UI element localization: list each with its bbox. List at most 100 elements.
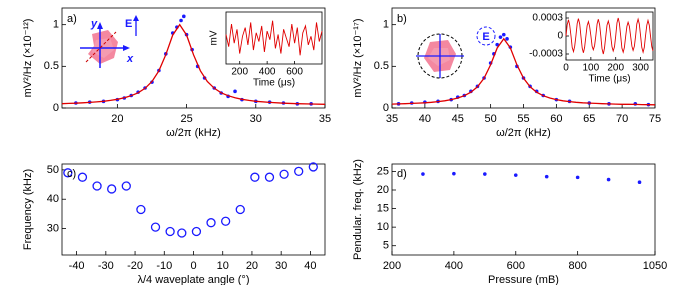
data-point — [505, 37, 509, 41]
y-tick-label: 0 — [557, 31, 563, 42]
open-marker — [121, 181, 131, 191]
y-tick-label: 0.0003 — [532, 13, 563, 24]
x-tick-label: -30 — [98, 260, 114, 272]
x-tick-label: 10 — [217, 260, 229, 272]
diagram-label: x — [126, 53, 134, 65]
open-marker — [279, 169, 289, 179]
x-tick-label: 200 — [383, 260, 401, 272]
data-point — [637, 180, 642, 184]
y-axis-label: Frequency (kHz) — [22, 169, 34, 250]
x-axis-label: ω/2π (kHz) — [496, 127, 551, 139]
x-tick-label: 75 — [649, 113, 661, 125]
data-point — [179, 18, 183, 23]
x-tick-label: 70 — [616, 113, 628, 125]
data-point — [513, 173, 518, 177]
open-marker — [294, 166, 304, 176]
x-tick-label: 200 — [231, 67, 248, 78]
y-tick-label: 30 — [47, 222, 59, 234]
data-point — [544, 174, 549, 179]
open-marker — [165, 226, 175, 237]
x-tick-label: 0 — [190, 260, 196, 272]
y-tick-label: -0.0003 — [529, 49, 563, 60]
y-tick-label: 0.5 — [44, 60, 59, 72]
x-tick-label: 400 — [445, 260, 463, 272]
x-tick-label: 25 — [180, 113, 192, 125]
fit-line — [225, 20, 323, 56]
x-tick-label: 30 — [275, 260, 287, 272]
diagram-b: E — [416, 26, 496, 79]
panel-label: a) — [67, 13, 77, 25]
y-tick-label: 40 — [47, 193, 59, 205]
fit-line — [391, 37, 656, 106]
x-tick-label: 65 — [583, 113, 595, 125]
x-tick-label: -40 — [69, 260, 85, 272]
x-axis-label: ω/2π (kHz) — [166, 127, 221, 139]
x-tick-label: 35 — [319, 113, 331, 125]
y-tick-label: 0 — [383, 102, 389, 114]
data-point — [575, 175, 580, 180]
open-marker — [206, 218, 216, 228]
open-marker — [308, 162, 318, 172]
x-tick-label: 30 — [250, 113, 262, 125]
x-tick-label: 50 — [485, 113, 497, 125]
x-tick-label: 20 — [246, 260, 258, 272]
panel-label: d) — [397, 168, 407, 180]
data-point — [233, 89, 237, 94]
y-tick-label: 1 — [383, 19, 389, 31]
diagram-a: y x E — [80, 15, 139, 68]
x-tick-label: 55 — [517, 113, 529, 125]
x-tick-label: 40 — [419, 113, 431, 125]
y-tick-label: 0.5 — [374, 60, 389, 72]
open-marker — [107, 184, 117, 194]
open-marker — [177, 228, 187, 238]
data-point — [483, 172, 487, 176]
data-point — [606, 177, 611, 182]
x-tick-label: 800 — [568, 260, 586, 272]
x-tick-label: 60 — [550, 113, 562, 125]
y-tick-label: 0 — [53, 102, 59, 114]
y-tick-label: 1 — [53, 19, 59, 31]
panel-label: c) — [67, 168, 76, 180]
panel-label: b) — [397, 13, 407, 25]
x-axis-label: Time (μs) — [253, 78, 295, 89]
x-tick-label: 0 — [563, 63, 569, 74]
y-axis-label: Pendular. freq. (kHz) — [352, 159, 364, 260]
open-marker — [235, 204, 245, 215]
x-tick-label: 200 — [607, 63, 624, 74]
x-axis-label: Pressure (mB) — [488, 274, 559, 285]
x-axis-label: Time (μs) — [588, 74, 630, 85]
plot-frame — [391, 163, 656, 256]
y-tick-label: 20 — [377, 184, 389, 196]
x-tick-label: 35 — [386, 113, 398, 125]
x-tick-label: 20 — [111, 113, 123, 125]
inset-background — [566, 12, 653, 60]
data-point — [421, 172, 425, 176]
diagram-label: E — [482, 31, 489, 43]
x-tick-label: -20 — [127, 260, 143, 272]
open-marker — [136, 204, 146, 215]
open-marker — [63, 168, 73, 178]
open-marker — [264, 172, 275, 182]
y-tick-label: 25 — [377, 165, 389, 177]
y-tick-label: 10 — [377, 221, 389, 233]
x-tick-label: 40 — [304, 260, 316, 272]
x-tick-label: 400 — [259, 67, 276, 78]
y-axis-label: mV²/Hz (×10⁻¹⁷) — [352, 18, 364, 97]
open-marker — [250, 172, 260, 182]
data-point — [498, 35, 503, 39]
open-marker — [77, 172, 88, 182]
y-tick-label: 5 — [383, 240, 389, 252]
x-tick-label: 100 — [583, 63, 600, 74]
x-tick-label: 600 — [286, 67, 303, 78]
fit-line — [61, 23, 326, 105]
y-axis-label: mV²/Hz (×10⁻¹²) — [22, 19, 34, 98]
diagram-label: y — [90, 18, 98, 30]
plot-frame — [61, 7, 326, 109]
open-marker — [220, 216, 231, 226]
inset-frame — [225, 11, 323, 65]
x-tick-label: 45 — [452, 113, 464, 125]
open-marker — [150, 222, 161, 232]
y-axis-label: mV — [209, 30, 220, 45]
diagram-label: E — [125, 18, 132, 30]
